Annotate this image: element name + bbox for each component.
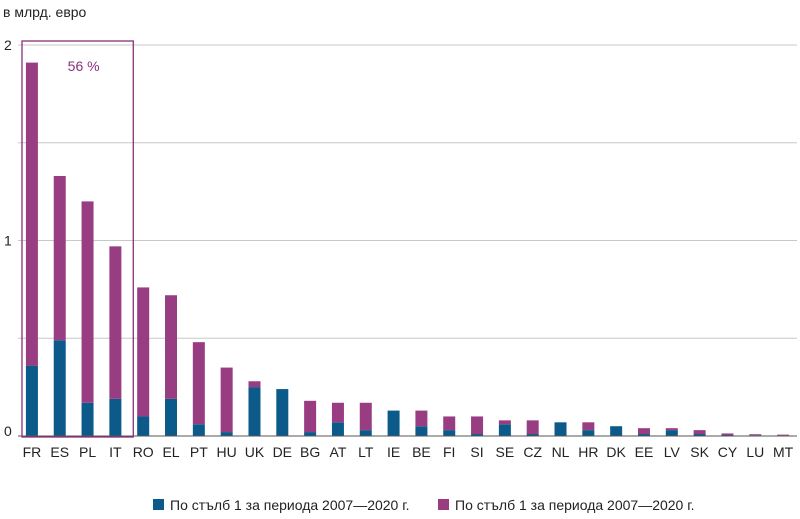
bar-sk-series-1 [693,434,706,436]
bar-lt-series-1 [359,430,372,436]
x-tick-label: FI [443,444,455,460]
bar-pt-series-2 [192,342,205,425]
x-tick-label: IE [387,444,400,460]
bar-ro-series-2 [137,287,150,417]
bar-fr-series-2 [25,62,38,366]
y-tick-label: 2 [4,37,12,53]
bar-cy-series-2 [721,433,734,436]
bar-bg-series-2 [304,400,317,433]
bar-hr-series-1 [582,430,595,436]
legend-swatch-pillar2 [438,499,449,510]
bar-lt-series-2 [359,402,372,431]
bar-pl-series-2 [81,201,94,403]
legend-label-pillar2: По стълб 1 за периода 2007—2020 г. [455,497,695,513]
bar-pl-series-1 [81,402,94,436]
bar-hr-series-2 [582,422,595,431]
bar-bg-series-1 [304,432,317,436]
bar-ee-series-1 [637,434,650,436]
bar-nl-series-1 [554,422,567,436]
grid-lines [18,44,797,339]
x-tick-label: AT [330,444,347,460]
bar-pt-series-1 [192,424,205,436]
bar-it-series-2 [109,246,122,399]
x-tick-label: CZ [523,444,542,460]
bar-cz-series-1 [526,434,539,436]
bar-lu-series-2 [749,434,762,436]
legend-label-pillar1: По стълб 1 за периода 2007—2020 г. [170,497,410,513]
y-tick-label: 1 [4,233,12,249]
x-tick-label: IT [109,444,122,460]
bar-sk-series-2 [693,430,706,435]
bar-it-series-1 [109,398,122,436]
x-tick-label: LV [664,444,681,460]
bar-fr-series-1 [25,365,38,436]
bar-es-series-1 [53,340,66,436]
x-tick-label: BE [412,444,431,460]
x-tick-label: PL [79,444,96,460]
bar-lv-series-2 [665,428,678,431]
x-tick-label: EE [635,444,654,460]
bar-lv-series-1 [665,430,678,436]
bar-si-series-2 [471,416,484,435]
bar-hu-series-1 [220,432,233,436]
bar-se-series-2 [498,420,511,425]
y-axis-ticks: 0 1 2 [4,37,12,439]
bar-mt-series-2 [777,434,790,436]
bar-uk-series-2 [248,381,261,388]
bar-el-series-2 [165,295,178,399]
bars [25,62,790,437]
bar-ro-series-1 [137,416,150,436]
bar-de-series-1 [276,389,289,436]
bar-si-series-1 [471,434,484,436]
x-tick-label: HR [578,444,598,460]
x-tick-label: MT [773,444,794,460]
x-axis-labels: FR ES PL IT RO EL PT HU UK DE BG AT LT IE BE FI SI SE CZ NL… [23,444,794,460]
x-tick-label: LT [358,444,374,460]
x-tick-label: NL [552,444,570,460]
x-tick-label: ES [50,444,69,460]
bar-se-series-1 [498,424,511,436]
bar-el-series-1 [165,398,178,436]
y-axis-label: в млрд. евро [3,4,87,20]
x-tick-label: HU [217,444,237,460]
x-tick-label: SE [496,444,515,460]
bar-at-series-2 [331,402,344,423]
x-tick-label: BG [300,444,320,460]
bar-hu-series-2 [220,367,233,433]
highlight-box [21,40,134,438]
x-tick-label: SK [690,444,709,460]
bar-es-series-2 [53,175,66,341]
bar-cz-series-2 [526,420,539,435]
highlight-label: 56 % [68,58,100,74]
x-tick-label: UK [245,444,265,460]
x-tick-label: DE [273,444,292,460]
x-tick-label: CY [718,444,738,460]
x-tick-label: PT [190,444,208,460]
bar-fi-series-1 [443,430,456,436]
legend-swatch-pillar1 [153,499,164,510]
bar-ee-series-2 [637,428,650,435]
bar-uk-series-1 [248,387,261,436]
x-tick-label: SI [470,444,483,460]
legend: По стълб 1 за периода 2007—2020 г. По ст… [153,497,695,513]
x-tick-label: FR [23,444,42,460]
x-tick-label: RO [133,444,154,460]
x-tick-label: EL [162,444,179,460]
bar-fi-series-2 [443,416,456,431]
bar-be-series-2 [415,410,428,427]
bar-dk-series-1 [610,426,623,436]
x-tick-label: DK [606,444,626,460]
bar-ie-series-1 [387,410,400,436]
y-tick-label: 0 [4,423,12,439]
bar-at-series-1 [331,422,344,436]
x-tick-label: LU [746,444,764,460]
bar-be-series-1 [415,426,428,436]
